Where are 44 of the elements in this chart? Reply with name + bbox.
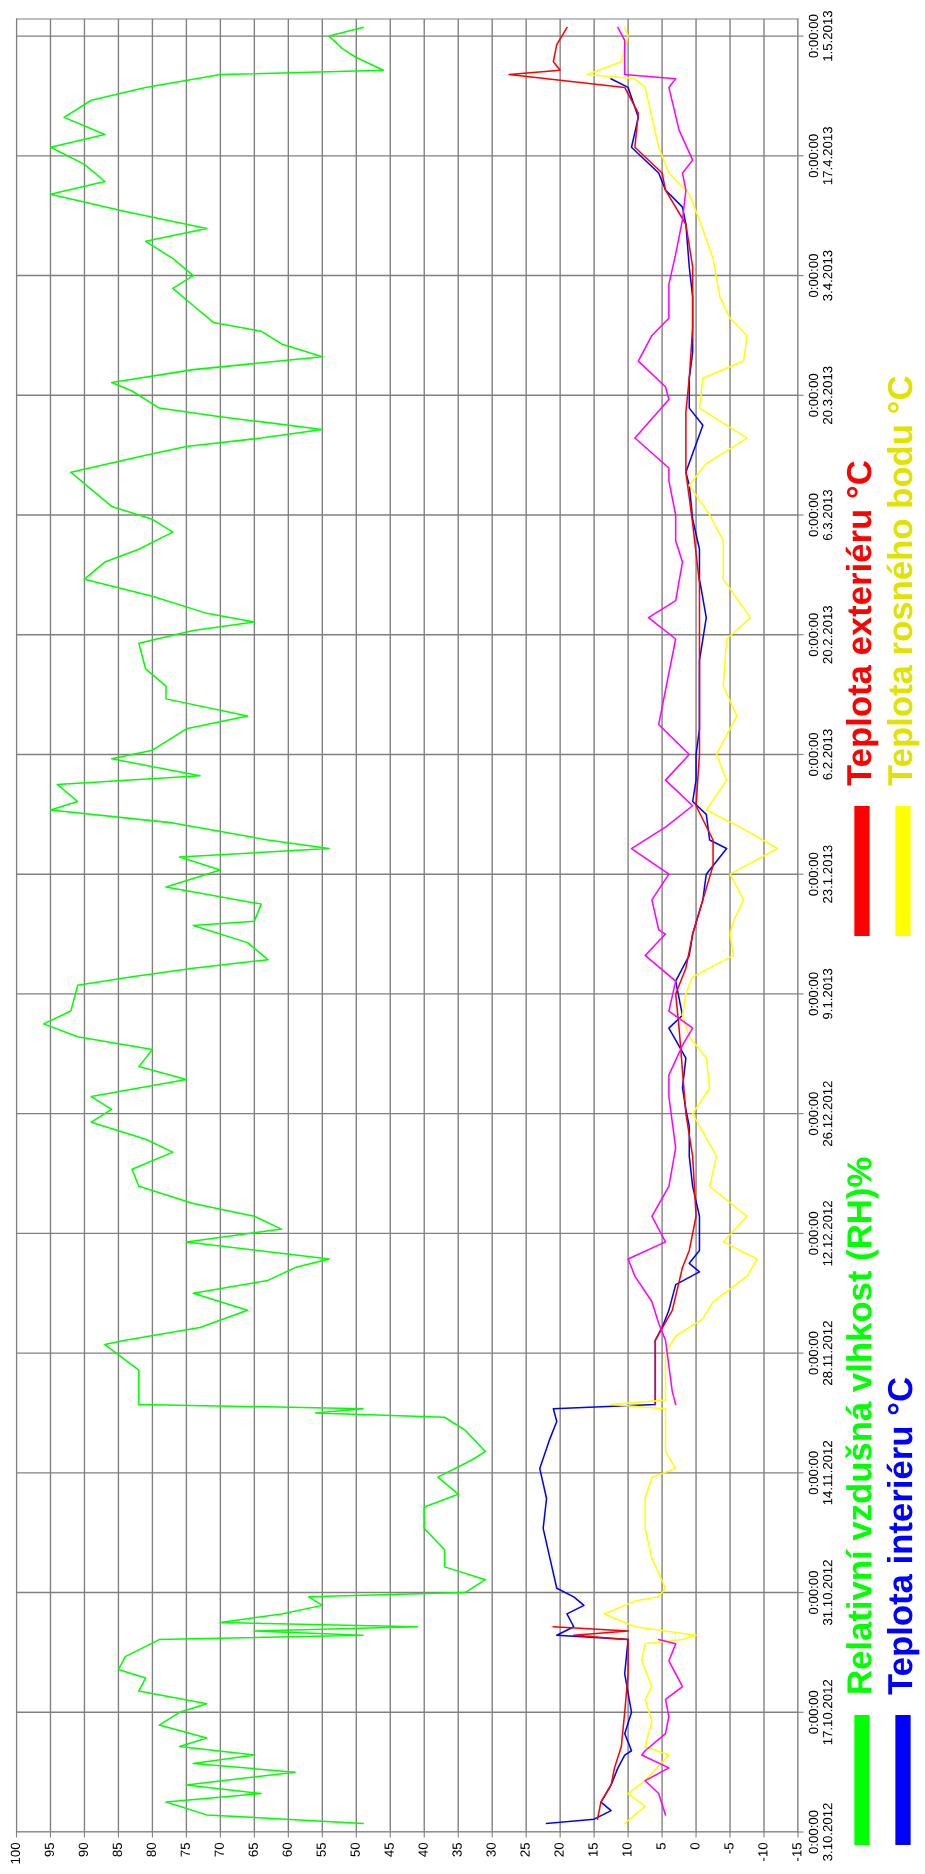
x-tick-label: 35 [452, 1842, 462, 1857]
y-tick-label: 0:00:00 17.4.2013 [808, 127, 833, 185]
y-tick-label: 0:00:00 6.3.2013 [808, 489, 833, 541]
y-tick-label: 0:00:00 14.11.2012 [808, 1440, 833, 1505]
y-tick-label: 0:00:00 20.2.2013 [808, 605, 833, 664]
x-tick-label: 70 [214, 1842, 224, 1857]
text: Relativní vzdušná vlhkost (RH)% [845, 1157, 879, 1693]
text: Teplota rosného bodu °C [886, 376, 920, 786]
x-tick-label: 60 [282, 1842, 292, 1857]
x-tick-label: 15 [588, 1842, 598, 1857]
x-tick-label: 65 [248, 1842, 258, 1857]
x-tick-label: 85 [112, 1842, 122, 1857]
y-tick-label: 0:00:00 23.1.2013 [808, 845, 833, 903]
x-tick-label: 95 [44, 1842, 55, 1857]
y-tick-label: 0:00:00 20.3.2013 [808, 366, 833, 424]
x-tick-label: 90 [78, 1842, 88, 1857]
x-tick-label: -15 [792, 1842, 802, 1861]
y-tick-label: 0:00:00 28.11.2012 [808, 1321, 833, 1385]
text: Teplota interiéru °C [886, 1377, 920, 1695]
y-tick-label: 0:00:00 3.10.2012 [808, 1803, 833, 1861]
x-tick-label: 45 [384, 1842, 394, 1857]
x-tick-label: 30 [486, 1842, 496, 1857]
y-tick-label: 0:00:00 1.5.2013 [808, 11, 833, 61]
y-tick-label: 0:00:00 12.12.2012 [808, 1201, 833, 1266]
x-tick-label: 55 [316, 1842, 326, 1857]
y-tick-label: 0:00:00 6.2.2013 [808, 729, 833, 780]
x-tick-label: 40 [418, 1842, 428, 1857]
y-tick-label: 0:00:00 26.12.2012 [808, 1081, 833, 1146]
x-tick-label: 5 [656, 1842, 666, 1850]
x-tick-label: 20 [554, 1842, 564, 1857]
x-tick-label: 100 [10, 1842, 21, 1864]
x-tick-label: 10 [622, 1842, 632, 1857]
y-tick-label: 0:00:00 31.10.2012 [808, 1560, 833, 1626]
x-tick-label: 75 [180, 1842, 190, 1857]
text: Teplota exteriéru °C [845, 461, 879, 786]
x-tick-label: -5 [724, 1842, 734, 1854]
x-tick-label: 80 [146, 1842, 156, 1857]
x-tick-label: 0 [690, 1842, 700, 1850]
x-tick-label: 25 [520, 1842, 530, 1857]
x-tick-label: -10 [758, 1842, 768, 1861]
x-tick-label: 50 [350, 1842, 360, 1857]
y-tick-label: 0:00:00 17.10.2012 [808, 1679, 833, 1745]
y-tick-label: 0:00:00 3.4.2013 [808, 250, 833, 301]
y-tick-label: 0:00:00 9.1.2013 [808, 968, 833, 1019]
